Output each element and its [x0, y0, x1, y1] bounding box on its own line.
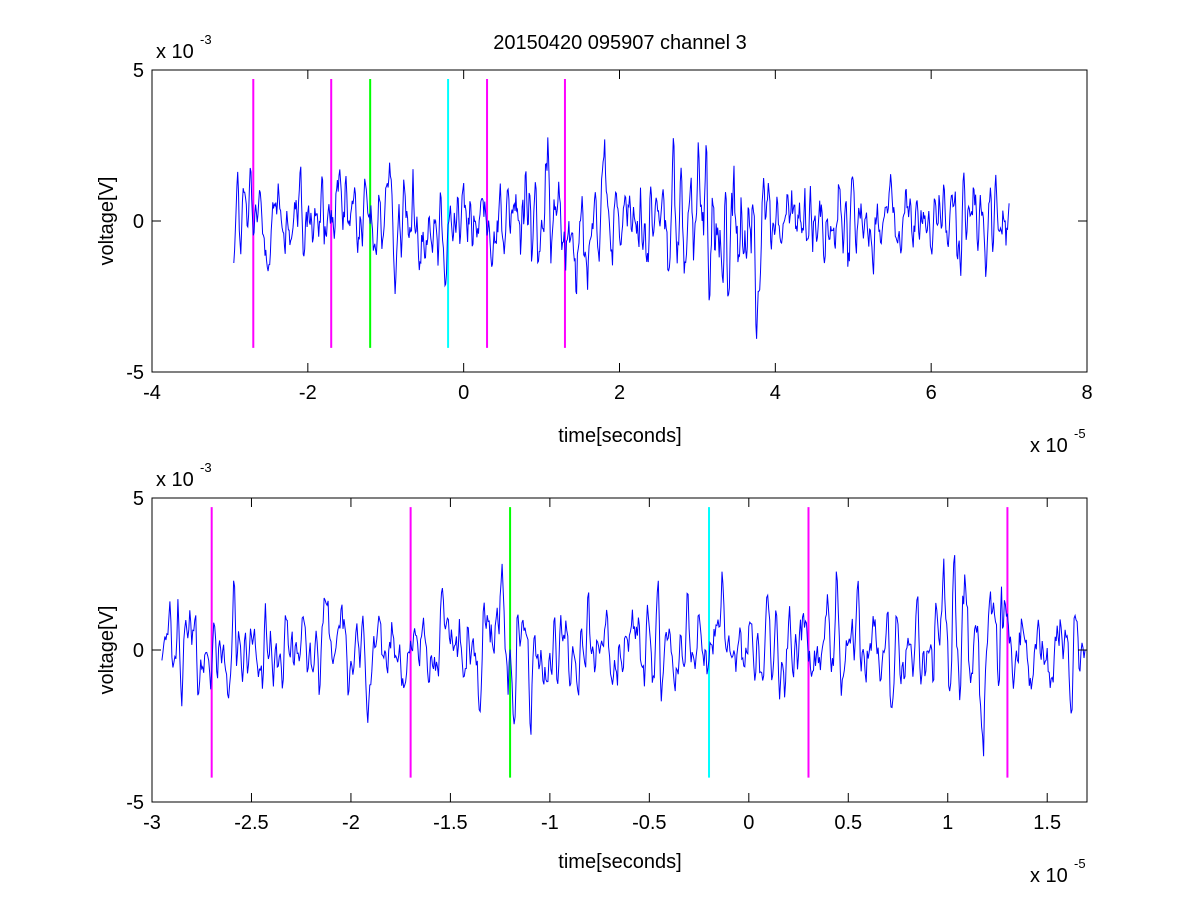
- bottom-y-multiplier: x 10 -3: [156, 460, 212, 491]
- top-y-ticks: -5 0 5: [126, 60, 1087, 384]
- bottom-x-tick-label: -2: [342, 812, 360, 834]
- bottom-y-ticks: -5 0 5: [126, 488, 1087, 814]
- bottom-x-tick-label: 0: [743, 812, 754, 834]
- top-x-tick-label: -2: [299, 382, 317, 404]
- bottom-plot: -3 -2.5 -2 -1.5 -1 -0.5 0 0.5 1 1.5 -5 0 5 time[sec…: [96, 460, 1088, 887]
- bottom-y-tick-label: 0: [133, 640, 144, 662]
- bottom-x-tick-label: -3: [143, 812, 161, 834]
- bottom-y-multiplier-base: x 10: [156, 469, 194, 491]
- bottom-y-multiplier-exponent: -3: [200, 460, 212, 475]
- bottom-x-multiplier-exponent: -5: [1074, 856, 1086, 871]
- bottom-x-tick-label: -1: [541, 812, 559, 834]
- bottom-signal-series: [161, 555, 1088, 757]
- top-plot: -4 -2 0 2 4 6 8 -505 time[seconds] voltage[V] …: [96, 32, 1093, 457]
- top-x-ticks: -4 -2 0 2 4 6 8: [143, 70, 1093, 404]
- top-x-multiplier: x 10 -5: [1030, 426, 1086, 457]
- top-x-tick-label: 6: [926, 382, 937, 404]
- bottom-x-tick-label: -1.5: [433, 812, 467, 834]
- top-x-axis-label: time[seconds]: [558, 425, 681, 447]
- bottom-x-tick-label: 1: [942, 812, 953, 834]
- top-x-tick-label: 4: [770, 382, 781, 404]
- bottom-x-multiplier: x 10 -5: [1030, 856, 1086, 887]
- top-x-tick-label: -4: [143, 382, 161, 404]
- bottom-x-multiplier-base: x 10: [1030, 865, 1068, 887]
- bottom-y-tick-label: 5: [133, 488, 144, 510]
- figure-title: 20150420 095907 channel 3: [493, 32, 747, 54]
- top-y-tick-label: 5: [133, 60, 144, 82]
- bottom-x-tick-label: -2.5: [234, 812, 268, 834]
- top-y-multiplier-base: x 10: [156, 41, 194, 63]
- top-x-tick-label: 8: [1081, 382, 1092, 404]
- bottom-x-ticks: -3 -2.5 -2 -1.5 -1 -0.5 0 0.5 1 1.5: [143, 498, 1061, 834]
- top-x-tick-label: 0: [458, 382, 469, 404]
- bottom-x-tick-label: 0.5: [834, 812, 862, 834]
- bottom-x-tick-label: -0.5: [632, 812, 666, 834]
- top-y-tick-label: -5: [126, 362, 144, 384]
- top-plot-axes-box: [151, 69, 1088, 373]
- top-x-multiplier-exponent: -5: [1074, 426, 1086, 441]
- top-y-multiplier-exponent: -3: [200, 32, 212, 47]
- top-y-multiplier: x 10 -3: [156, 32, 212, 63]
- bottom-x-tick-label: 1.5: [1033, 812, 1061, 834]
- bottom-x-axis-label: time[seconds]: [558, 851, 681, 873]
- bottom-y-tick-label: -5: [126, 792, 144, 814]
- top-y-tick-label: 0: [133, 211, 144, 233]
- bottom-y-axis-label: voltage[V]: [96, 606, 118, 695]
- top-x-tick-label: 2: [614, 382, 625, 404]
- top-x-multiplier-base: x 10: [1030, 435, 1068, 457]
- top-y-axis-label: voltage[V]: [96, 177, 118, 266]
- top-signal-series: [233, 137, 1010, 339]
